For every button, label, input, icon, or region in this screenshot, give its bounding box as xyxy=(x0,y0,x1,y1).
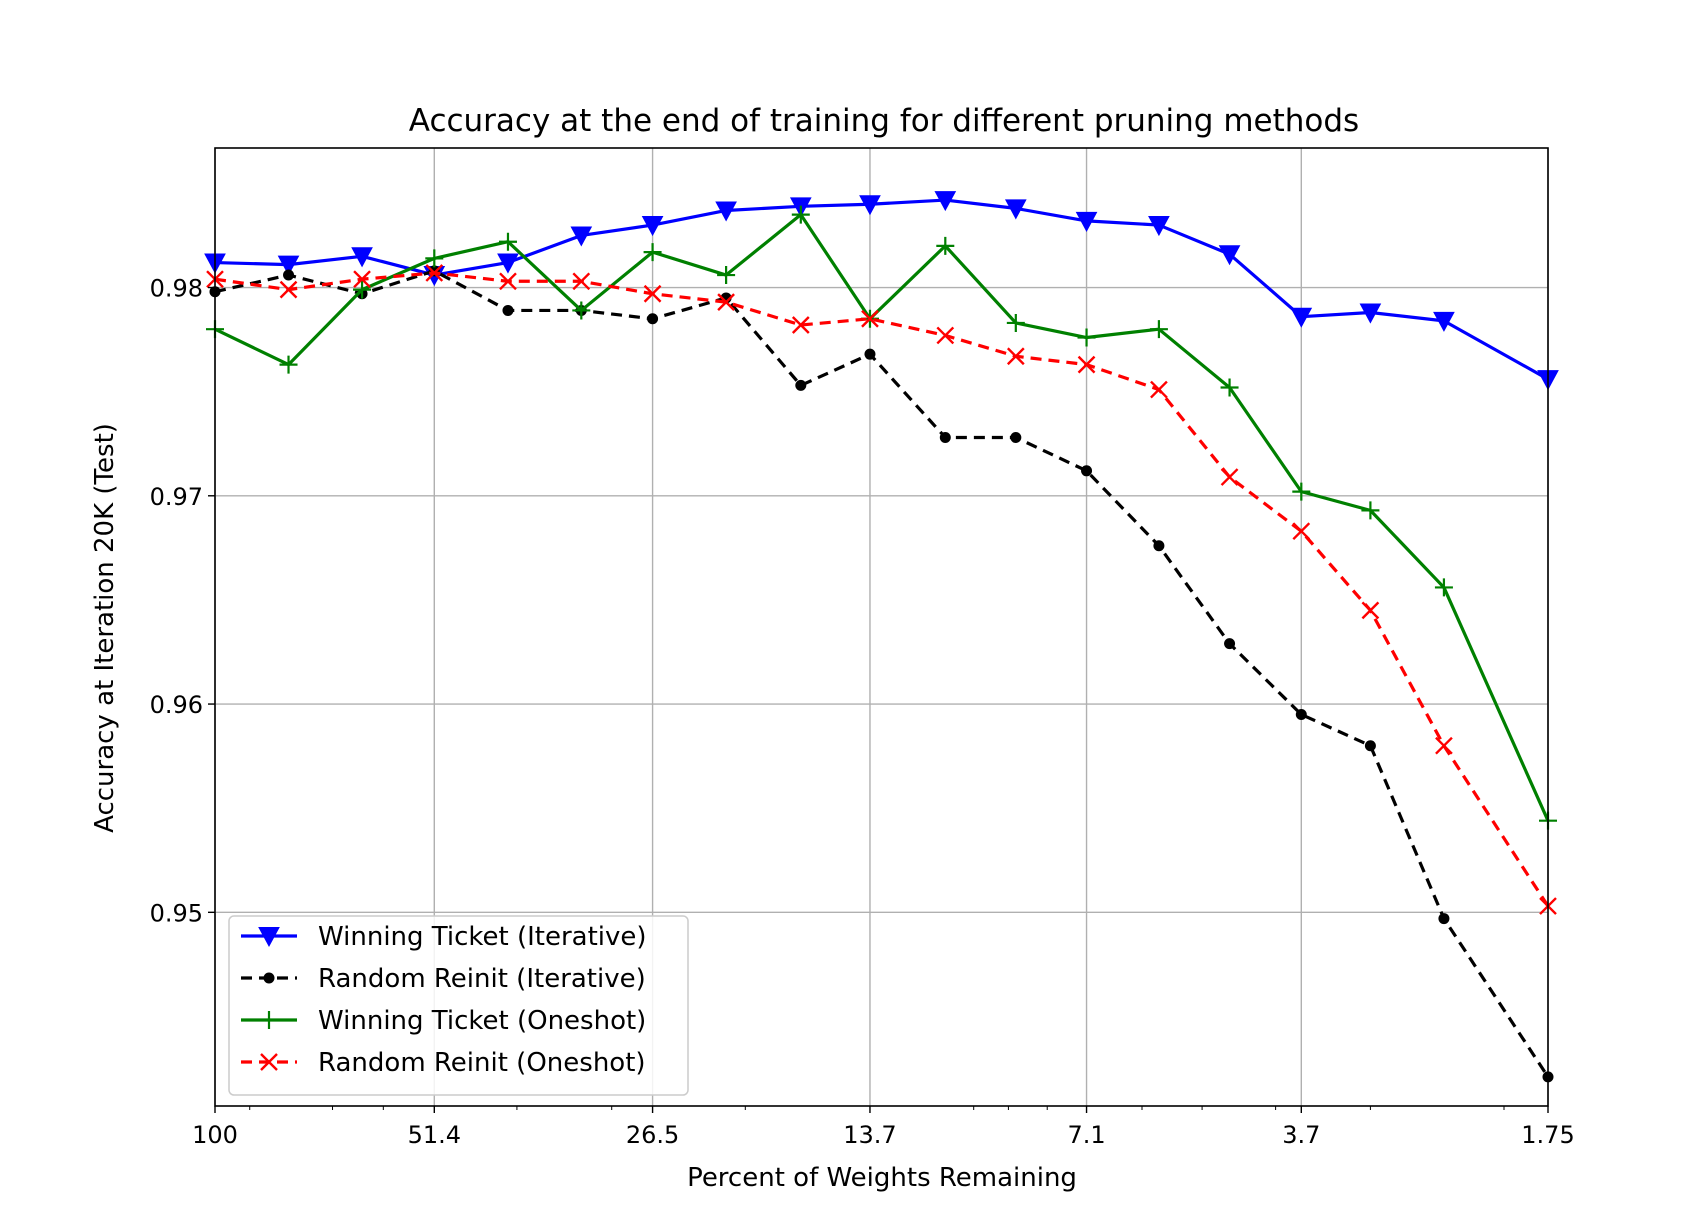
data-point xyxy=(791,316,810,334)
y-tick-label: 0.97 xyxy=(150,483,203,511)
y-tick-label: 0.98 xyxy=(150,275,203,303)
data-point xyxy=(502,304,514,316)
x-tick-label: 51.4 xyxy=(408,1121,461,1149)
data-point xyxy=(570,226,593,247)
data-point xyxy=(1149,320,1168,339)
legend-label: Winning Ticket (Iterative) xyxy=(318,922,647,952)
legend-marker xyxy=(260,1011,278,1029)
data-point xyxy=(936,236,955,255)
plot-frame xyxy=(214,147,1549,1107)
data-point xyxy=(795,379,807,391)
data-point xyxy=(717,293,735,311)
data-point xyxy=(1075,211,1098,232)
data-point xyxy=(1433,311,1455,332)
data-point xyxy=(1006,313,1025,332)
legend-marker xyxy=(258,927,280,948)
axis-ticks: 100 51.4 26.5 13.7 7.1 3.7 1.75 0.98 0.97 0.96 0.9… xyxy=(150,275,1575,1149)
data-point xyxy=(1364,740,1376,752)
data-point xyxy=(864,348,876,360)
data-point xyxy=(1434,578,1453,597)
data-point xyxy=(1218,245,1241,266)
data-point xyxy=(939,431,951,443)
legend-items: Winning Ticket (Iterative) Random Reinit … xyxy=(241,922,647,1078)
data-point xyxy=(1006,347,1025,366)
data-point xyxy=(1077,328,1096,347)
data-point xyxy=(1292,482,1311,501)
data-point xyxy=(499,272,517,291)
data-point xyxy=(497,253,519,274)
data-point xyxy=(1081,465,1093,477)
data-point xyxy=(1220,468,1239,486)
data-point xyxy=(717,266,736,285)
data-point xyxy=(425,264,444,282)
legend-label: Random Reinit (Iterative) xyxy=(318,964,646,994)
data-point xyxy=(1153,540,1165,552)
data-point xyxy=(498,232,517,251)
data-point xyxy=(1361,501,1380,520)
data-point xyxy=(279,280,298,299)
data-point xyxy=(934,191,957,212)
data-point xyxy=(283,269,295,281)
data-point xyxy=(351,247,373,268)
data-point xyxy=(572,301,591,320)
x-axis-label: Percent of Weights Remaining xyxy=(687,1163,1077,1193)
legend-label: Winning Ticket (Oneshot) xyxy=(318,1006,646,1036)
data-point xyxy=(861,309,879,328)
data-point xyxy=(1292,522,1311,541)
x-tick-label: 1.75 xyxy=(1521,1121,1574,1149)
data-point xyxy=(1010,431,1022,443)
data-point xyxy=(1077,355,1096,374)
legend-marker xyxy=(263,972,275,984)
data-point xyxy=(643,284,662,303)
legend-label: Random Reinit (Oneshot) xyxy=(318,1048,646,1078)
series-4 xyxy=(206,264,1557,915)
x-tick-label: 7.1 xyxy=(1067,1121,1105,1149)
data-point xyxy=(715,201,737,222)
data-point xyxy=(641,216,664,237)
y-tick-label: 0.96 xyxy=(150,691,203,719)
data-point xyxy=(1150,380,1168,399)
data-point xyxy=(572,272,591,291)
data-point xyxy=(1224,638,1236,650)
data-point xyxy=(425,249,444,268)
legend: Winning Ticket (Iterative) Random Reinit … xyxy=(228,915,689,1096)
data-point xyxy=(1359,303,1382,324)
x-tick-label: 13.7 xyxy=(843,1121,896,1149)
data-point xyxy=(1438,913,1450,925)
legend-marker xyxy=(260,1053,278,1071)
y-tick-label: 0.95 xyxy=(150,899,203,927)
grid-lines xyxy=(214,148,1549,1106)
data-point xyxy=(353,280,372,299)
legend-box xyxy=(228,915,689,1096)
data-point xyxy=(643,243,662,262)
x-tick-label: 100 xyxy=(192,1121,238,1149)
data-point xyxy=(353,270,371,289)
data-point xyxy=(1435,736,1453,755)
data-point xyxy=(791,205,810,224)
data-point xyxy=(647,313,659,325)
data-point xyxy=(859,195,881,216)
y-axis-label: Accuracy at Iteration 20K (Test) xyxy=(90,423,120,833)
data-point xyxy=(277,255,300,276)
data-point xyxy=(279,355,298,374)
x-tick-label: 26.5 xyxy=(626,1121,679,1149)
data-point xyxy=(936,326,955,345)
data-point xyxy=(1290,307,1313,328)
data-point xyxy=(1220,378,1239,397)
x-tick-label: 3.7 xyxy=(1282,1121,1320,1149)
chart-title: Accuracy at the end of training for diff… xyxy=(409,103,1359,139)
data-point xyxy=(1361,601,1380,620)
data-point xyxy=(1295,708,1307,720)
data-point xyxy=(1148,216,1170,237)
data-point xyxy=(1004,199,1027,220)
